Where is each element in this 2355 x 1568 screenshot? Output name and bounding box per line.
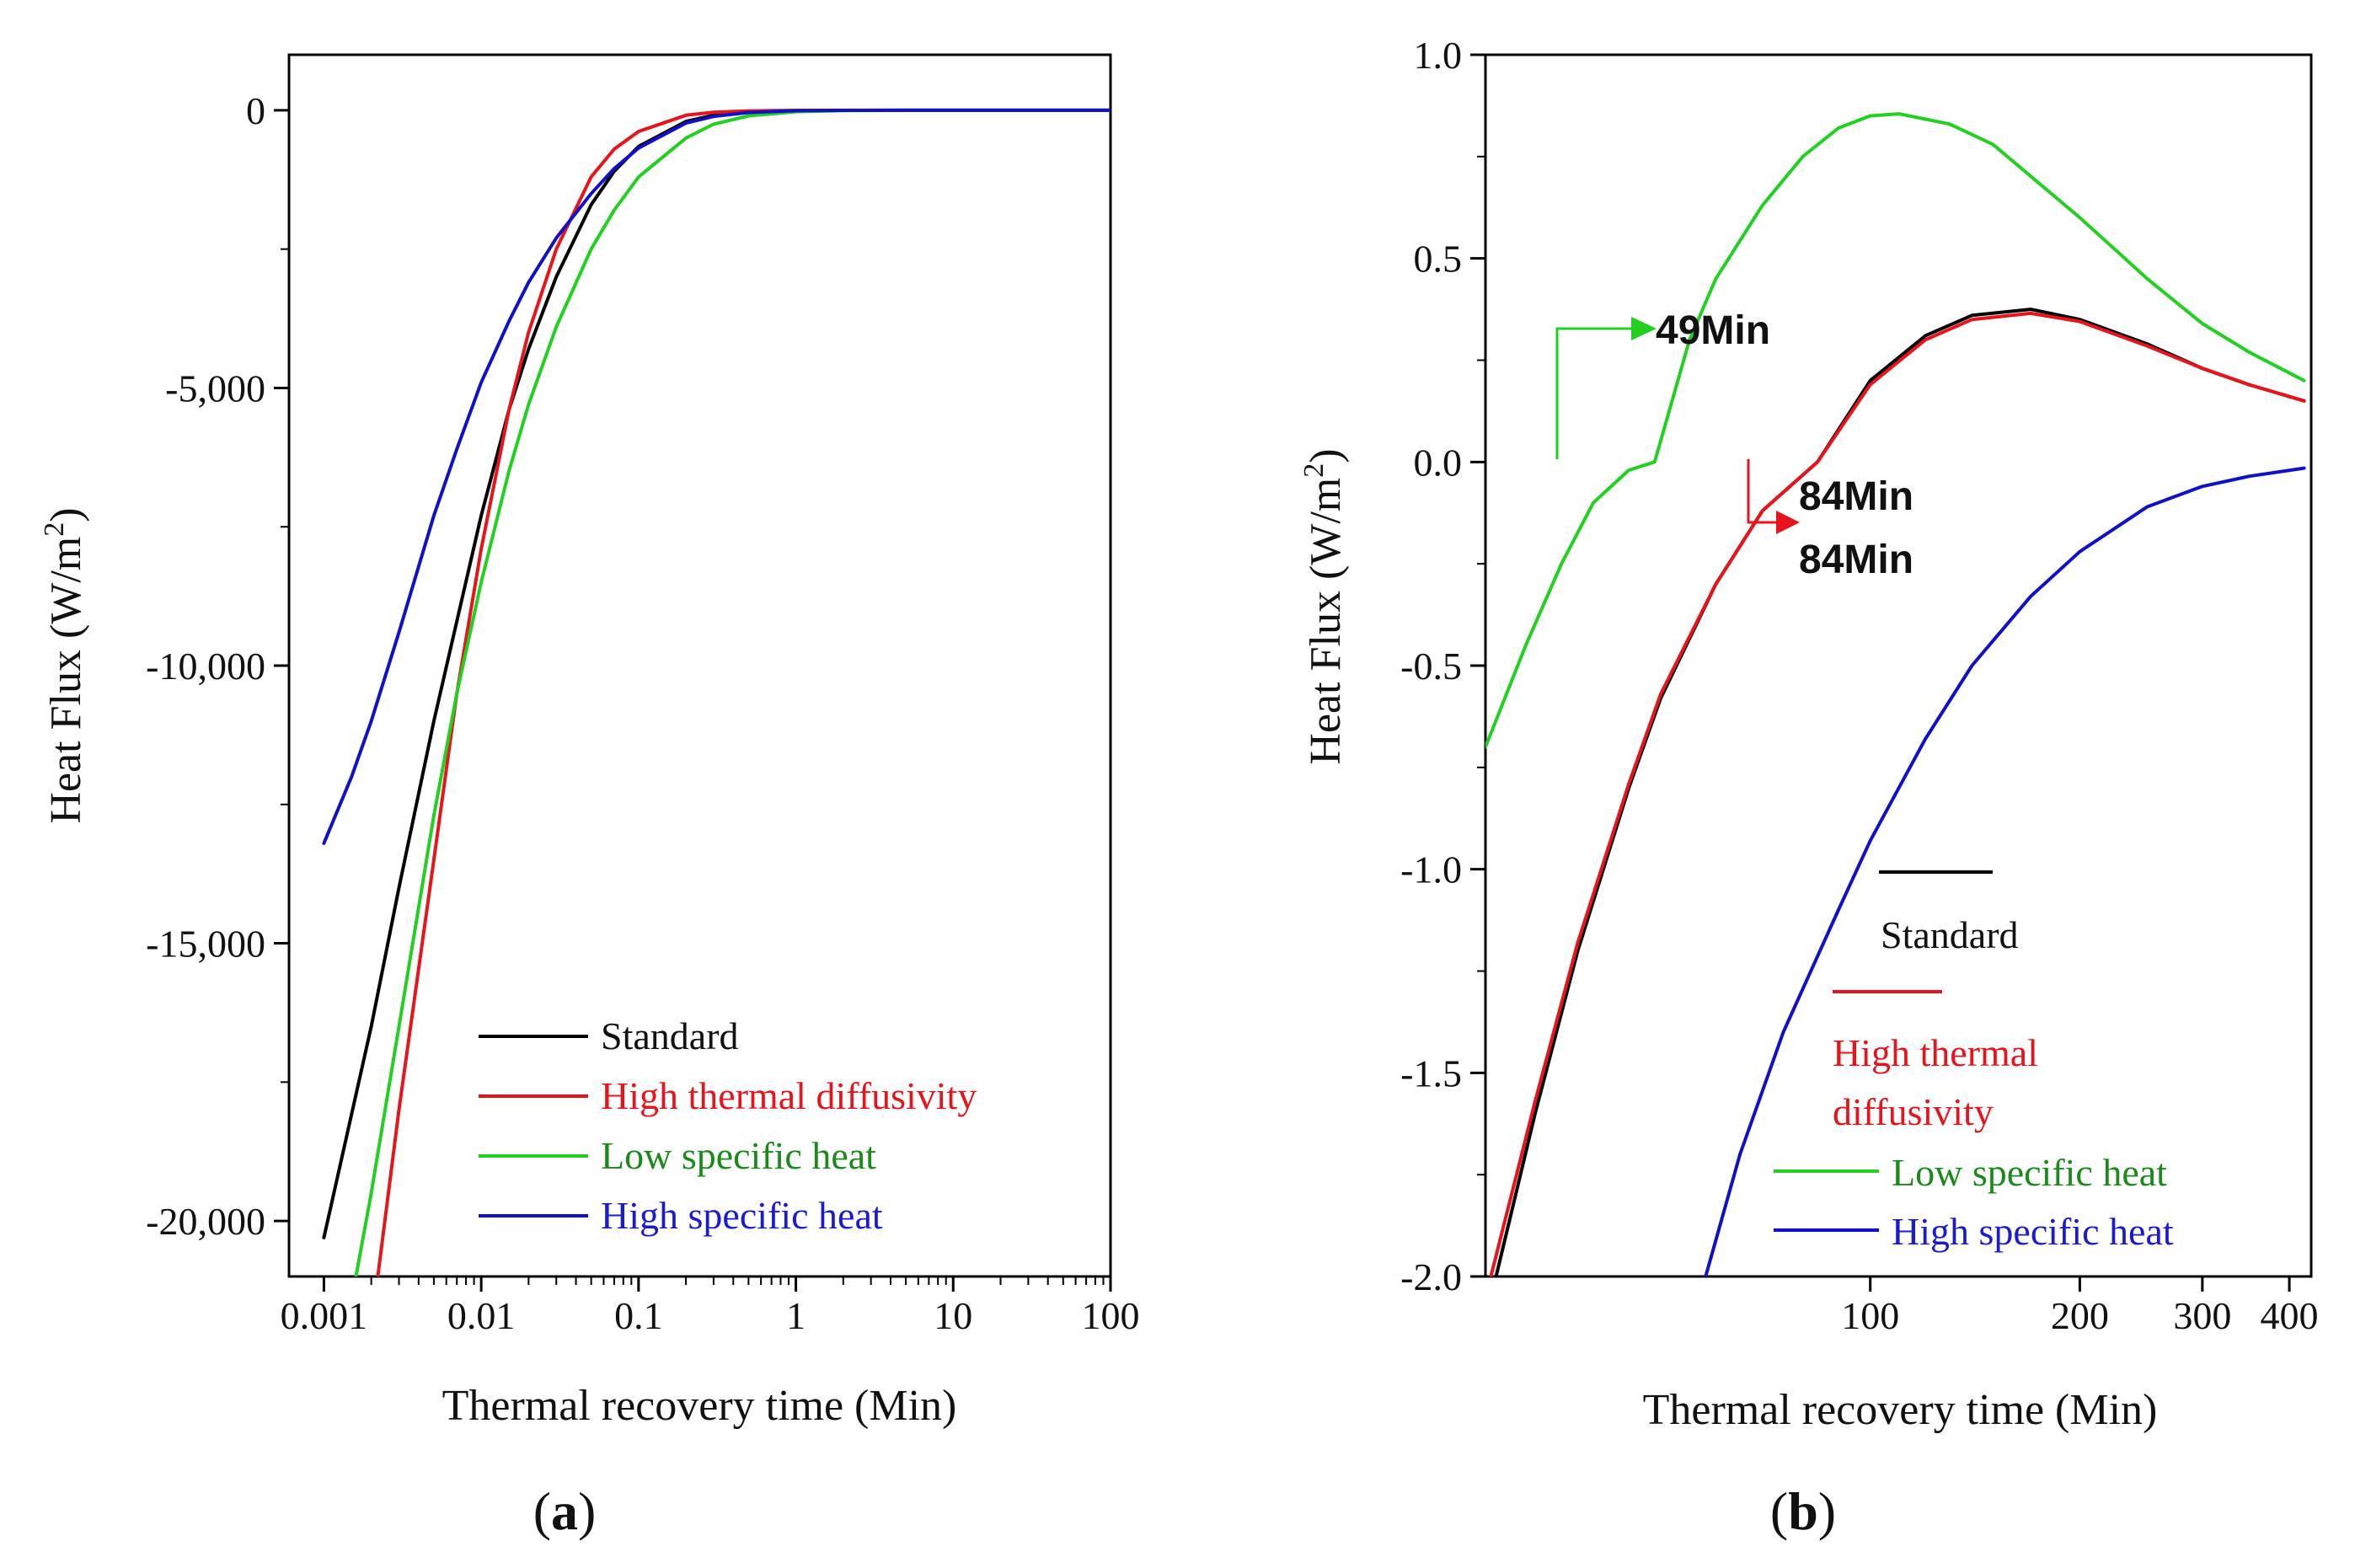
y-tick-label-b-4: -1.0 — [1400, 848, 1462, 891]
annotation-label-84min-diffusivity: 84Min — [1799, 538, 1913, 582]
panel-label-a: (a) — [533, 1481, 597, 1541]
annotation-label-84min-standard: 84Min — [1799, 474, 1913, 519]
series-line-a-standard — [322, 108, 1111, 1239]
chart-panel-b: 100 200 300 400 1.0 0.5 0.0 -0.5 -1.0 -1.5 -2.0 He… — [1298, 34, 2319, 1541]
x-tick-label-b-2: 300 — [2173, 1294, 2231, 1337]
chart-panel-a: 0.001 0.01 0.1 1 10 100 0 -5,000 -10,000 -15,000 -… — [39, 53, 1140, 1541]
legend-label-a-2: Low specific heat — [601, 1134, 876, 1177]
x-tick-label-a-2: 0.1 — [614, 1294, 663, 1337]
axis-ticks-a: 0.001 0.01 0.1 1 10 100 0 -5,000 -10,000 -15,000 -… — [146, 89, 1139, 1337]
x-tick-label-a-1: 0.01 — [447, 1294, 516, 1337]
panel-label-b: (b) — [1770, 1481, 1836, 1541]
y-tick-label-a-3: -15,000 — [146, 923, 265, 966]
x-axis-title-a: Thermal recovery time (Min) — [442, 1382, 957, 1430]
series-group-a — [322, 108, 1111, 1276]
y-tick-label-a-4: -20,000 — [146, 1200, 265, 1243]
legend-label-b-3: High specific heat — [1892, 1210, 2174, 1253]
y-tick-label-b-1: 0.5 — [1414, 238, 1463, 281]
legend-label-a-0: Standard — [601, 1014, 739, 1057]
panel-letter-a: a — [551, 1481, 578, 1541]
y-axis-title-a: Heat Flux (W/m2) — [39, 507, 90, 823]
legend-label-b-0: Standard — [1881, 913, 2019, 956]
x-tick-label-a-4: 10 — [934, 1294, 972, 1337]
y-tick-label-b-5: -1.5 — [1400, 1052, 1462, 1094]
y-tick-label-a-0: 0 — [246, 89, 265, 132]
y-tick-label-b-3: -0.5 — [1400, 645, 1462, 688]
annotation-49min: 49Min — [1555, 308, 1770, 459]
series-group-b — [1485, 112, 2306, 1276]
x-tick-label-b-1: 200 — [2051, 1294, 2109, 1337]
y-tick-label-a-1: -5,000 — [165, 367, 265, 409]
legend-label-a-1: High thermal diffusivity — [601, 1074, 977, 1117]
annotation-label-49min: 49Min — [1656, 308, 1770, 353]
annotation-84min: 84Min 84Min — [1747, 459, 1913, 582]
x-tick-label-a-5: 100 — [1082, 1294, 1140, 1337]
series-line-a-high-specific-heat — [322, 108, 1111, 845]
legend-a: Standard High thermal diffusivity Low spec… — [479, 1014, 977, 1237]
legend-label-b-1: High thermal diffusivity — [1833, 1031, 2038, 1133]
legend-label-a-3: High specific heat — [601, 1194, 883, 1237]
series-line-b-low-specific-heat — [1485, 112, 2306, 749]
x-tick-label-b-3: 400 — [2261, 1294, 2319, 1337]
y-axis-title-b: Heat Flux (W/m2) — [1298, 448, 1350, 764]
legend-b: Standard High thermal diffusivity Low speci… — [1774, 870, 2174, 1253]
y-tick-label-b-6: -2.0 — [1400, 1255, 1462, 1298]
y-tick-label-b-0: 1.0 — [1414, 34, 1463, 77]
y-tick-label-a-2: -10,000 — [146, 645, 265, 688]
y-tick-label-b-2: 0.0 — [1414, 441, 1463, 484]
x-tick-label-a-3: 1 — [786, 1294, 806, 1337]
axis-ticks-b: 100 200 300 400 1.0 0.5 0.0 -0.5 -1.0 -1.5 -2.0 — [1400, 34, 2318, 1337]
series-line-b-high-specific-heat — [1704, 466, 2306, 1276]
x-tick-label-a-0: 0.001 — [281, 1294, 368, 1337]
x-tick-label-b-0: 100 — [1841, 1294, 1899, 1337]
panel-letter-b: b — [1788, 1481, 1818, 1541]
x-axis-title-b: Thermal recovery time (Min) — [1643, 1386, 2158, 1434]
legend-label-b-2: Low specific heat — [1892, 1151, 2167, 1194]
series-line-b-high-thermal-diffusivity — [1489, 311, 2306, 1276]
